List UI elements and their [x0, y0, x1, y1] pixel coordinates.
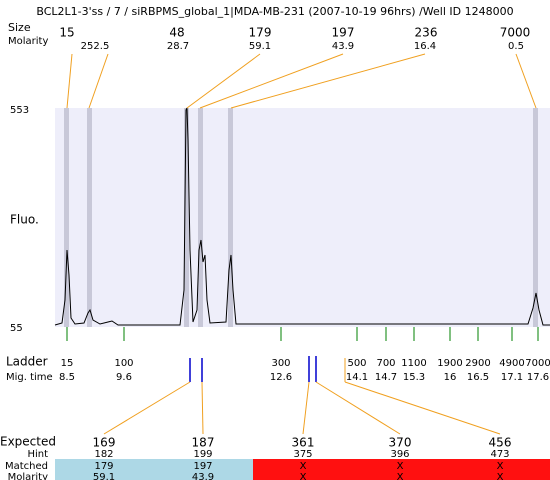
peak-molarity: 28.7: [167, 41, 189, 52]
peak-size: 179: [249, 26, 272, 40]
ladder-size: 4900: [499, 358, 524, 369]
molarity-label: Molarity: [8, 36, 48, 47]
ladder-time: 17.6: [527, 372, 549, 383]
ladder-size: 7000: [525, 358, 550, 369]
ladder-time: 15.3: [403, 372, 425, 383]
ladder-time: 12.6: [270, 372, 292, 383]
peak-connector: [230, 53, 426, 109]
peak-connector: [88, 53, 109, 109]
hint-value: 375: [293, 449, 312, 460]
plot-area: [55, 108, 550, 327]
ladder-label: Ladder: [6, 355, 48, 369]
expected-value: 456: [489, 436, 512, 450]
expected-value: 370: [389, 436, 412, 450]
expected-value: 187: [192, 436, 215, 450]
peak-connector: [515, 53, 537, 109]
ladder-time: 16: [444, 372, 457, 383]
peak-bands: [64, 108, 538, 327]
matched-value: X: [497, 461, 504, 472]
matched-value: X: [397, 461, 404, 472]
ladder-size: 500: [347, 358, 366, 369]
y-top-label: 553: [10, 105, 29, 116]
peak-molarity: 252.5: [81, 41, 110, 52]
expected-value: 169: [93, 436, 116, 450]
size-label: Size: [8, 21, 31, 34]
peak-molarity: 0.5: [508, 41, 524, 52]
ladder-markers: [189, 356, 317, 382]
molarity-value: X: [497, 472, 504, 480]
trace: [54, 107, 550, 326]
expected-value: 361: [292, 436, 315, 450]
ladder-time: 14.7: [375, 372, 397, 383]
matched-value: 179: [94, 461, 113, 472]
ladder-time: 17.1: [501, 372, 523, 383]
matched-value: X: [300, 461, 307, 472]
hint-value: 182: [94, 449, 113, 460]
unmatched-band: [253, 459, 550, 480]
expected-connectors: [103, 358, 501, 435]
hint-value: 199: [193, 449, 212, 460]
y-bottom-label: 55: [10, 323, 23, 334]
matched-value: 197: [193, 461, 212, 472]
ladder-size: 1100: [401, 358, 426, 369]
ladder-size: 300: [271, 358, 290, 369]
molarity-value: X: [300, 472, 307, 480]
expected-molarity-label: Molarity: [8, 472, 48, 480]
ladder-time: 14.1: [346, 372, 368, 383]
matched-label: Matched: [5, 461, 48, 472]
peak-connector: [186, 53, 261, 109]
title: BCL2L1-3'ss / 7 / siRBPMS_global_1|MDA-M…: [36, 5, 513, 18]
ladder-size: 15: [61, 358, 74, 369]
peak-molarity: 43.9: [332, 41, 354, 52]
hint-label: Hint: [27, 449, 48, 460]
hint-value: 473: [490, 449, 509, 460]
peak-size: 48: [169, 26, 184, 40]
ladder-time: 9.6: [116, 372, 132, 383]
ladder-time: 8.5: [59, 372, 75, 383]
molarity-value: 43.9: [192, 472, 214, 480]
peak-size: 236: [415, 26, 438, 40]
molarity-value: X: [397, 472, 404, 480]
hint-value: 396: [390, 449, 409, 460]
peak-size: 15: [59, 26, 74, 40]
peak-molarity: 16.4: [414, 41, 436, 52]
peak-connector: [66, 53, 73, 109]
ladder-size: 700: [376, 358, 395, 369]
ladder-time: 16.5: [467, 372, 489, 383]
matched-band: [55, 459, 253, 480]
peak-molarity: 59.1: [249, 41, 271, 52]
peak-size: 197: [332, 26, 355, 40]
peak-size: 7000: [500, 26, 531, 40]
expected-label: Expected: [0, 435, 56, 449]
peak-connector: [199, 53, 344, 109]
mig-time-label: Mig. time: [6, 372, 53, 383]
y-axis-label: Fluo.: [10, 213, 39, 227]
ladder-size: 100: [114, 358, 133, 369]
ladder-size: 2900: [465, 358, 490, 369]
molarity-value: 59.1: [93, 472, 115, 480]
ladder-size: 1900: [437, 358, 462, 369]
